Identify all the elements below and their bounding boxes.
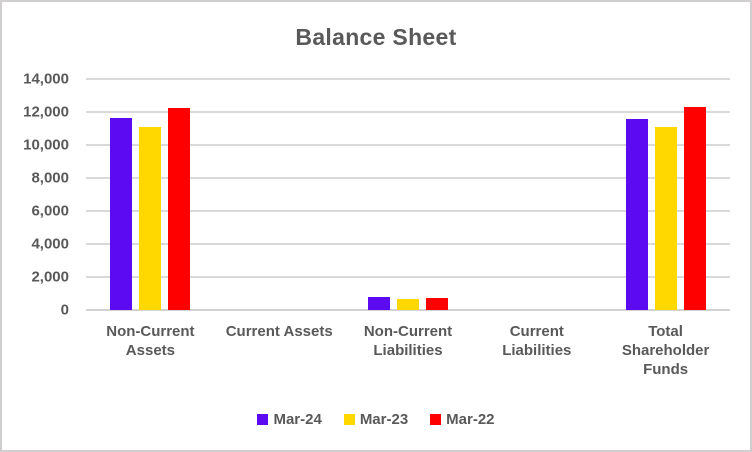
bar-mar-23 <box>654 126 677 310</box>
gridline <box>86 78 730 80</box>
legend-label: Mar-23 <box>359 411 409 428</box>
gridline <box>86 144 730 146</box>
gridline <box>86 210 730 212</box>
y-axis-tick-label: 4,000 <box>31 235 69 253</box>
x-axis-category-label: Non-Current Assets <box>106 323 195 359</box>
y-axis-tick-label: 14,000 <box>23 70 69 88</box>
bar-mar-22 <box>425 297 448 310</box>
bar-mar-22 <box>683 107 706 310</box>
bar-mar-22 <box>168 107 191 310</box>
bar-group <box>472 79 601 310</box>
x-axis-line <box>86 309 730 311</box>
legend-swatch-icon <box>257 414 269 425</box>
gridline <box>86 177 730 179</box>
bar-mar-24 <box>367 296 390 310</box>
y-axis-tick-label: 2,000 <box>31 268 69 286</box>
bar-group <box>215 79 344 310</box>
legend-item-mar-22: Mar-22 <box>430 411 495 428</box>
bar-group <box>601 79 730 310</box>
x-axis-category-label: Current Assets <box>225 323 333 340</box>
y-axis-tick-label: 6,000 <box>31 202 69 220</box>
legend-label: Mar-24 <box>273 411 322 428</box>
y-axis-tick-label: 0 <box>60 301 69 319</box>
legend-label: Mar-22 <box>446 411 495 428</box>
y-axis-tick-label: 12,000 <box>23 103 69 121</box>
x-axis-category-label: Current Liabilities <box>502 323 572 359</box>
gridline <box>86 276 730 278</box>
bar-group <box>344 79 473 310</box>
bar-mar-23 <box>139 126 162 310</box>
legend-item-mar-23: Mar-23 <box>343 411 409 428</box>
chart-title: Balance Sheet <box>295 24 457 50</box>
y-axis: 0 2,000 4,000 6,000 8,000 10,000 12,000 14,000 <box>2 71 69 319</box>
y-axis-tick-label: 10,000 <box>23 136 69 154</box>
gridline <box>86 111 730 113</box>
legend-swatch-icon <box>343 414 355 425</box>
legend-swatch-icon <box>430 414 442 425</box>
bar-mar-24 <box>625 119 648 310</box>
y-axis-tick-label: 8,000 <box>31 169 69 187</box>
gridline <box>86 243 730 245</box>
plot-area <box>86 78 730 311</box>
bar-mar-24 <box>110 117 133 310</box>
x-axis-category-label: Total Shareholder Funds <box>621 323 710 378</box>
bar-mar-23 <box>396 299 419 310</box>
legend-item-mar-24: Mar-24 <box>257 411 322 428</box>
bar-group <box>86 79 215 310</box>
x-axis-category-label: Non-Current Liabilities <box>363 323 453 359</box>
legend: Mar-24 Mar-23 Mar-22 <box>2 411 750 428</box>
